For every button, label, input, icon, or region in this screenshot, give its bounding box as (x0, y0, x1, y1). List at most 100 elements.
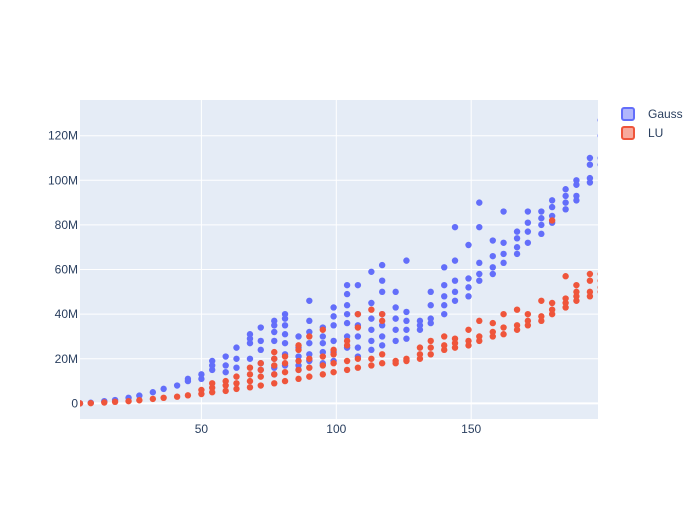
data-point-gauss (233, 344, 240, 351)
data-point-gauss (271, 337, 278, 345)
data-point-gauss (441, 281, 448, 289)
data-point-gauss (573, 177, 580, 184)
data-point-gauss (548, 197, 556, 204)
data-point-gauss (427, 288, 434, 296)
data-point-lu (343, 337, 351, 345)
data-point-gauss (392, 304, 399, 311)
legend-item-lu[interactable]: LU (621, 126, 663, 140)
legend-swatch (621, 126, 635, 140)
data-point-gauss (378, 333, 386, 340)
data-point-gauss (476, 277, 483, 284)
data-point-lu (378, 317, 386, 325)
data-point-lu (306, 373, 313, 380)
data-point-gauss (173, 382, 181, 389)
data-point-gauss (403, 257, 410, 264)
data-point-lu (233, 385, 240, 393)
data-point-lu (80, 400, 84, 407)
y-tick-label: 80M (55, 218, 78, 232)
data-point-gauss (330, 313, 337, 320)
data-point-lu (427, 351, 434, 358)
data-point-gauss (427, 302, 434, 309)
data-point-gauss (416, 326, 424, 333)
data-point-gauss (586, 154, 594, 162)
data-point-lu (281, 353, 289, 360)
data-point-gauss (513, 250, 521, 258)
data-point-gauss (513, 228, 521, 235)
data-point-lu (271, 371, 278, 378)
data-point-gauss (208, 362, 216, 369)
data-point-gauss (513, 235, 521, 242)
data-point-lu (538, 313, 545, 320)
data-point-lu (198, 386, 205, 394)
data-point-lu (427, 337, 434, 345)
data-point-lu (271, 362, 278, 369)
x-tick-label: 150 (461, 422, 481, 436)
data-point-lu (87, 399, 94, 407)
data-point-gauss (319, 333, 327, 340)
data-point-lu (573, 288, 580, 296)
legend-item-gauss[interactable]: Gauss (621, 107, 683, 121)
data-point-gauss (343, 310, 351, 318)
data-point-lu (295, 357, 302, 365)
data-point-gauss (392, 288, 399, 296)
data-point-gauss (378, 288, 386, 296)
data-point-gauss (330, 337, 337, 345)
data-point-gauss (548, 203, 556, 211)
data-point-gauss (597, 162, 598, 167)
data-point-gauss (378, 277, 386, 284)
data-point-gauss (573, 192, 580, 200)
data-point-gauss (392, 337, 399, 345)
data-point-gauss (465, 241, 472, 249)
data-point-gauss (538, 215, 545, 222)
data-point-gauss (392, 326, 399, 333)
data-point-lu (416, 344, 424, 351)
data-point-lu (489, 333, 496, 340)
legend-swatch (621, 107, 635, 121)
data-point-lu (136, 397, 143, 404)
data-point-gauss (208, 366, 216, 374)
data-point-lu (500, 324, 507, 331)
data-point-lu (354, 355, 362, 362)
data-point-lu (208, 380, 216, 387)
data-point-lu (354, 324, 362, 331)
x-tick-label: 100 (326, 422, 346, 436)
data-point-gauss (343, 333, 351, 340)
data-point-gauss (489, 270, 496, 278)
data-point-gauss (160, 385, 167, 393)
data-point-lu (513, 326, 521, 333)
data-point-lu (465, 342, 472, 349)
data-point-gauss (281, 339, 289, 347)
data-point-lu (476, 317, 483, 325)
data-point-gauss (562, 199, 569, 206)
data-point-gauss (489, 252, 496, 260)
data-point-lu (489, 319, 496, 327)
data-point-gauss (403, 308, 410, 316)
x-tick-label: 50 (195, 422, 209, 436)
data-point-lu (281, 360, 289, 367)
data-point-lu (562, 299, 569, 307)
data-point-lu (513, 306, 521, 313)
data-point-gauss (500, 259, 507, 267)
data-point-gauss (441, 310, 448, 318)
data-point-lu (233, 380, 240, 387)
data-point-lu (343, 342, 351, 349)
data-point-lu (597, 290, 598, 294)
data-point-gauss (368, 268, 375, 275)
data-point-gauss (306, 339, 313, 347)
data-point-lu (306, 333, 313, 340)
data-point-lu (562, 273, 569, 280)
data-point-lu (271, 380, 278, 387)
data-point-lu (271, 348, 278, 356)
data-point-lu (343, 357, 351, 365)
gridlines (80, 100, 598, 419)
y-axis-ticks: 0 20M 40M 60M 80M 100M 120M (48, 129, 78, 411)
data-point-gauss (368, 337, 375, 345)
data-point-gauss (538, 221, 545, 229)
legend[interactable]: Gauss LU (621, 107, 683, 140)
data-point-gauss (451, 297, 459, 304)
data-point-gauss (476, 259, 483, 267)
data-point-gauss (562, 206, 569, 213)
data-point-lu (451, 335, 459, 342)
data-point-gauss (281, 310, 289, 318)
data-point-gauss (611, 115, 617, 121)
